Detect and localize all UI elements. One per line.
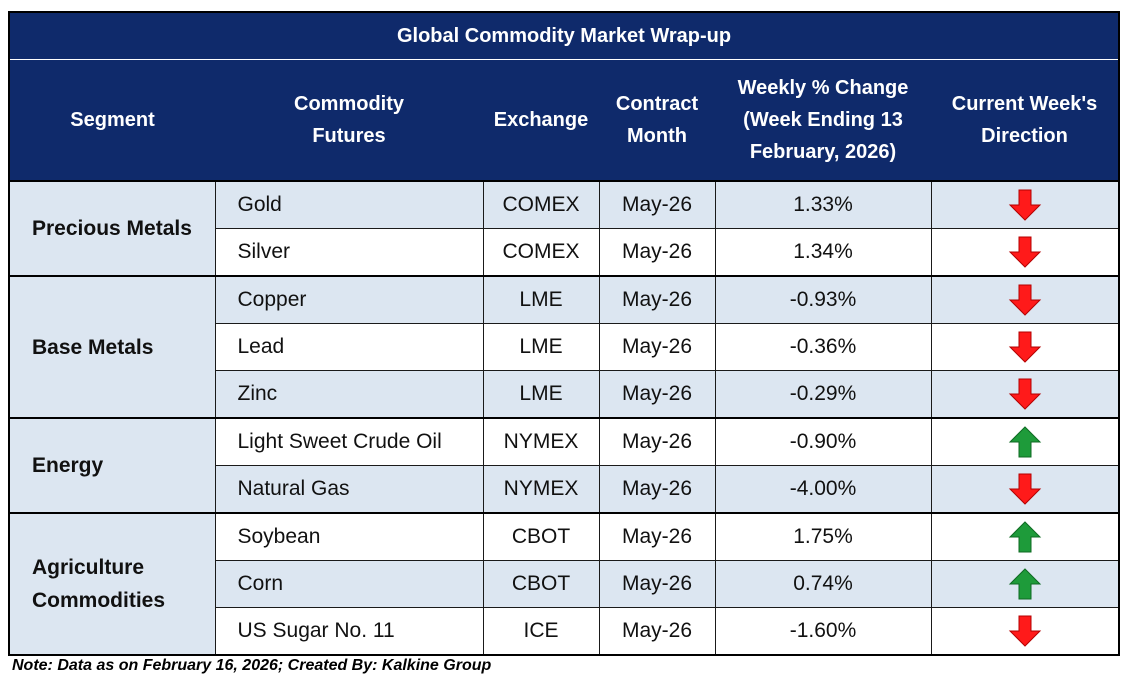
commodity-cell: Silver	[214, 228, 484, 277]
arrow-down-icon	[1008, 378, 1041, 410]
weekly-change-cell: -0.29%	[714, 370, 932, 419]
commodity-cell: Lead	[214, 323, 484, 371]
arrow-down-icon	[1008, 284, 1041, 316]
contract-month-cell: May-26	[598, 607, 716, 656]
exchange-cell: LME	[482, 370, 600, 419]
direction-cell	[930, 560, 1121, 608]
segment-cell: Precious Metals	[8, 180, 216, 277]
segment-cell: Agriculture Commodities	[8, 512, 216, 656]
header-exchange: Exchange	[483, 59, 599, 182]
weekly-change-cell: -0.90%	[714, 417, 932, 466]
contract-month-cell: May-26	[598, 370, 716, 419]
table-row: Lead LME May-26 -0.36%	[9, 323, 1121, 371]
segment-label: Energy	[32, 454, 104, 477]
segment-label: Agriculture	[32, 556, 145, 579]
header-commodity-futures: Commodity Futures	[215, 59, 483, 182]
direction-cell	[930, 465, 1121, 514]
direction-cell	[930, 370, 1121, 419]
header-weekly-change: Weekly % Change (Week Ending 13 February, …	[715, 59, 931, 182]
direction-cell	[930, 275, 1121, 324]
segment-cell: Energy	[8, 417, 216, 514]
arrow-up-icon	[1008, 521, 1041, 553]
weekly-change-cell: 1.33%	[714, 180, 932, 229]
commodity-cell: Gold	[214, 180, 484, 229]
arrow-down-icon	[1008, 473, 1041, 505]
exchange-cell: ICE	[482, 607, 600, 656]
direction-cell	[930, 323, 1121, 371]
contract-month-cell: May-26	[598, 417, 716, 466]
footnote: Note: Data as on February 16, 2026; Crea…	[12, 657, 492, 674]
exchange-cell: CBOT	[482, 560, 600, 608]
header-direction: Current Week's Direction	[931, 59, 1121, 182]
commodity-cell: Zinc	[214, 370, 484, 419]
exchange-cell: LME	[482, 275, 600, 324]
contract-month-cell: May-26	[598, 560, 716, 608]
arrow-up-icon	[1008, 568, 1041, 600]
table-row: Energy Light Sweet Crude Oil NYMEX May-26 -0…	[8, 417, 1121, 514]
table-row: Precious Metals Gold COMEX May-26 1.33%	[8, 180, 1121, 277]
segment-label-line2: Commodities	[32, 589, 166, 612]
weekly-change-cell: -1.60%	[714, 607, 932, 656]
exchange-cell: LME	[482, 323, 600, 371]
direction-cell	[930, 228, 1121, 277]
exchange-cell: NYMEX	[482, 417, 600, 466]
exchange-cell: NYMEX	[482, 465, 600, 514]
segment-label: Base Metals	[32, 335, 154, 359]
contract-month-cell: May-26	[598, 180, 716, 229]
arrow-down-icon	[1008, 236, 1041, 268]
header-contract-month: Contract Month	[599, 59, 715, 182]
direction-cell	[930, 417, 1121, 466]
table-row: Silver COMEX May-26 1.34%	[9, 228, 1121, 277]
exchange-cell: CBOT	[482, 512, 600, 561]
weekly-change-cell: -0.36%	[714, 323, 932, 371]
arrow-up-icon	[1008, 426, 1041, 458]
commodity-cell: Light Sweet Crude Oil	[214, 417, 484, 466]
commodity-cell: Copper	[214, 275, 484, 324]
table-row: Zinc LME May-26 -0.29%	[9, 370, 1121, 419]
contract-month-cell: May-26	[598, 323, 716, 371]
direction-cell	[930, 607, 1121, 656]
weekly-change-cell: 1.75%	[714, 512, 932, 561]
table-row: Base Metals Copper LME May-26 -0.93%	[8, 275, 1121, 419]
commodity-cell: Corn	[214, 560, 484, 608]
header-segment: Segment	[8, 59, 215, 182]
table-row: Agriculture Commodities Soybean CBOT May-26 1…	[8, 512, 1121, 656]
direction-cell	[930, 512, 1121, 561]
table-row: Corn CBOT May-26 0.74%	[9, 560, 1121, 608]
arrow-down-icon	[1008, 615, 1041, 647]
contract-month-cell: May-26	[598, 275, 716, 324]
segment-cell: Base Metals	[8, 275, 216, 419]
table-body: Precious Metals Gold COMEX May-26 1.33% Silve…	[8, 180, 1121, 656]
contract-month-cell: May-26	[598, 465, 716, 514]
arrow-down-icon	[1008, 331, 1041, 363]
contract-month-cell: May-26	[598, 228, 716, 277]
weekly-change-cell: 1.34%	[714, 228, 932, 277]
segment-label: Precious Metals	[32, 217, 192, 240]
commodity-cell: Soybean	[214, 512, 484, 561]
arrow-down-icon	[1008, 189, 1041, 221]
commodity-table: Global Commodity Market Wrap-up Segment …	[7, 11, 1121, 656]
exchange-cell: COMEX	[482, 180, 600, 229]
weekly-change-cell: 0.74%	[714, 560, 932, 608]
exchange-cell: COMEX	[482, 228, 600, 277]
commodity-cell: US Sugar No. 11	[214, 607, 484, 656]
table-row: US Sugar No. 11 ICE May-26 -1.60%	[9, 607, 1121, 656]
commodity-cell: Natural Gas	[214, 465, 484, 514]
table-title: Global Commodity Market Wrap-up	[7, 11, 1121, 60]
weekly-change-cell: -4.00%	[714, 465, 932, 514]
commodity-table-container: Global Commodity Market Wrap-up Segment …	[7, 11, 1121, 656]
weekly-change-cell: -0.93%	[714, 275, 932, 324]
table-row: Natural Gas NYMEX May-26 -4.00%	[9, 465, 1121, 514]
contract-month-cell: May-26	[598, 512, 716, 561]
direction-cell	[930, 180, 1121, 229]
